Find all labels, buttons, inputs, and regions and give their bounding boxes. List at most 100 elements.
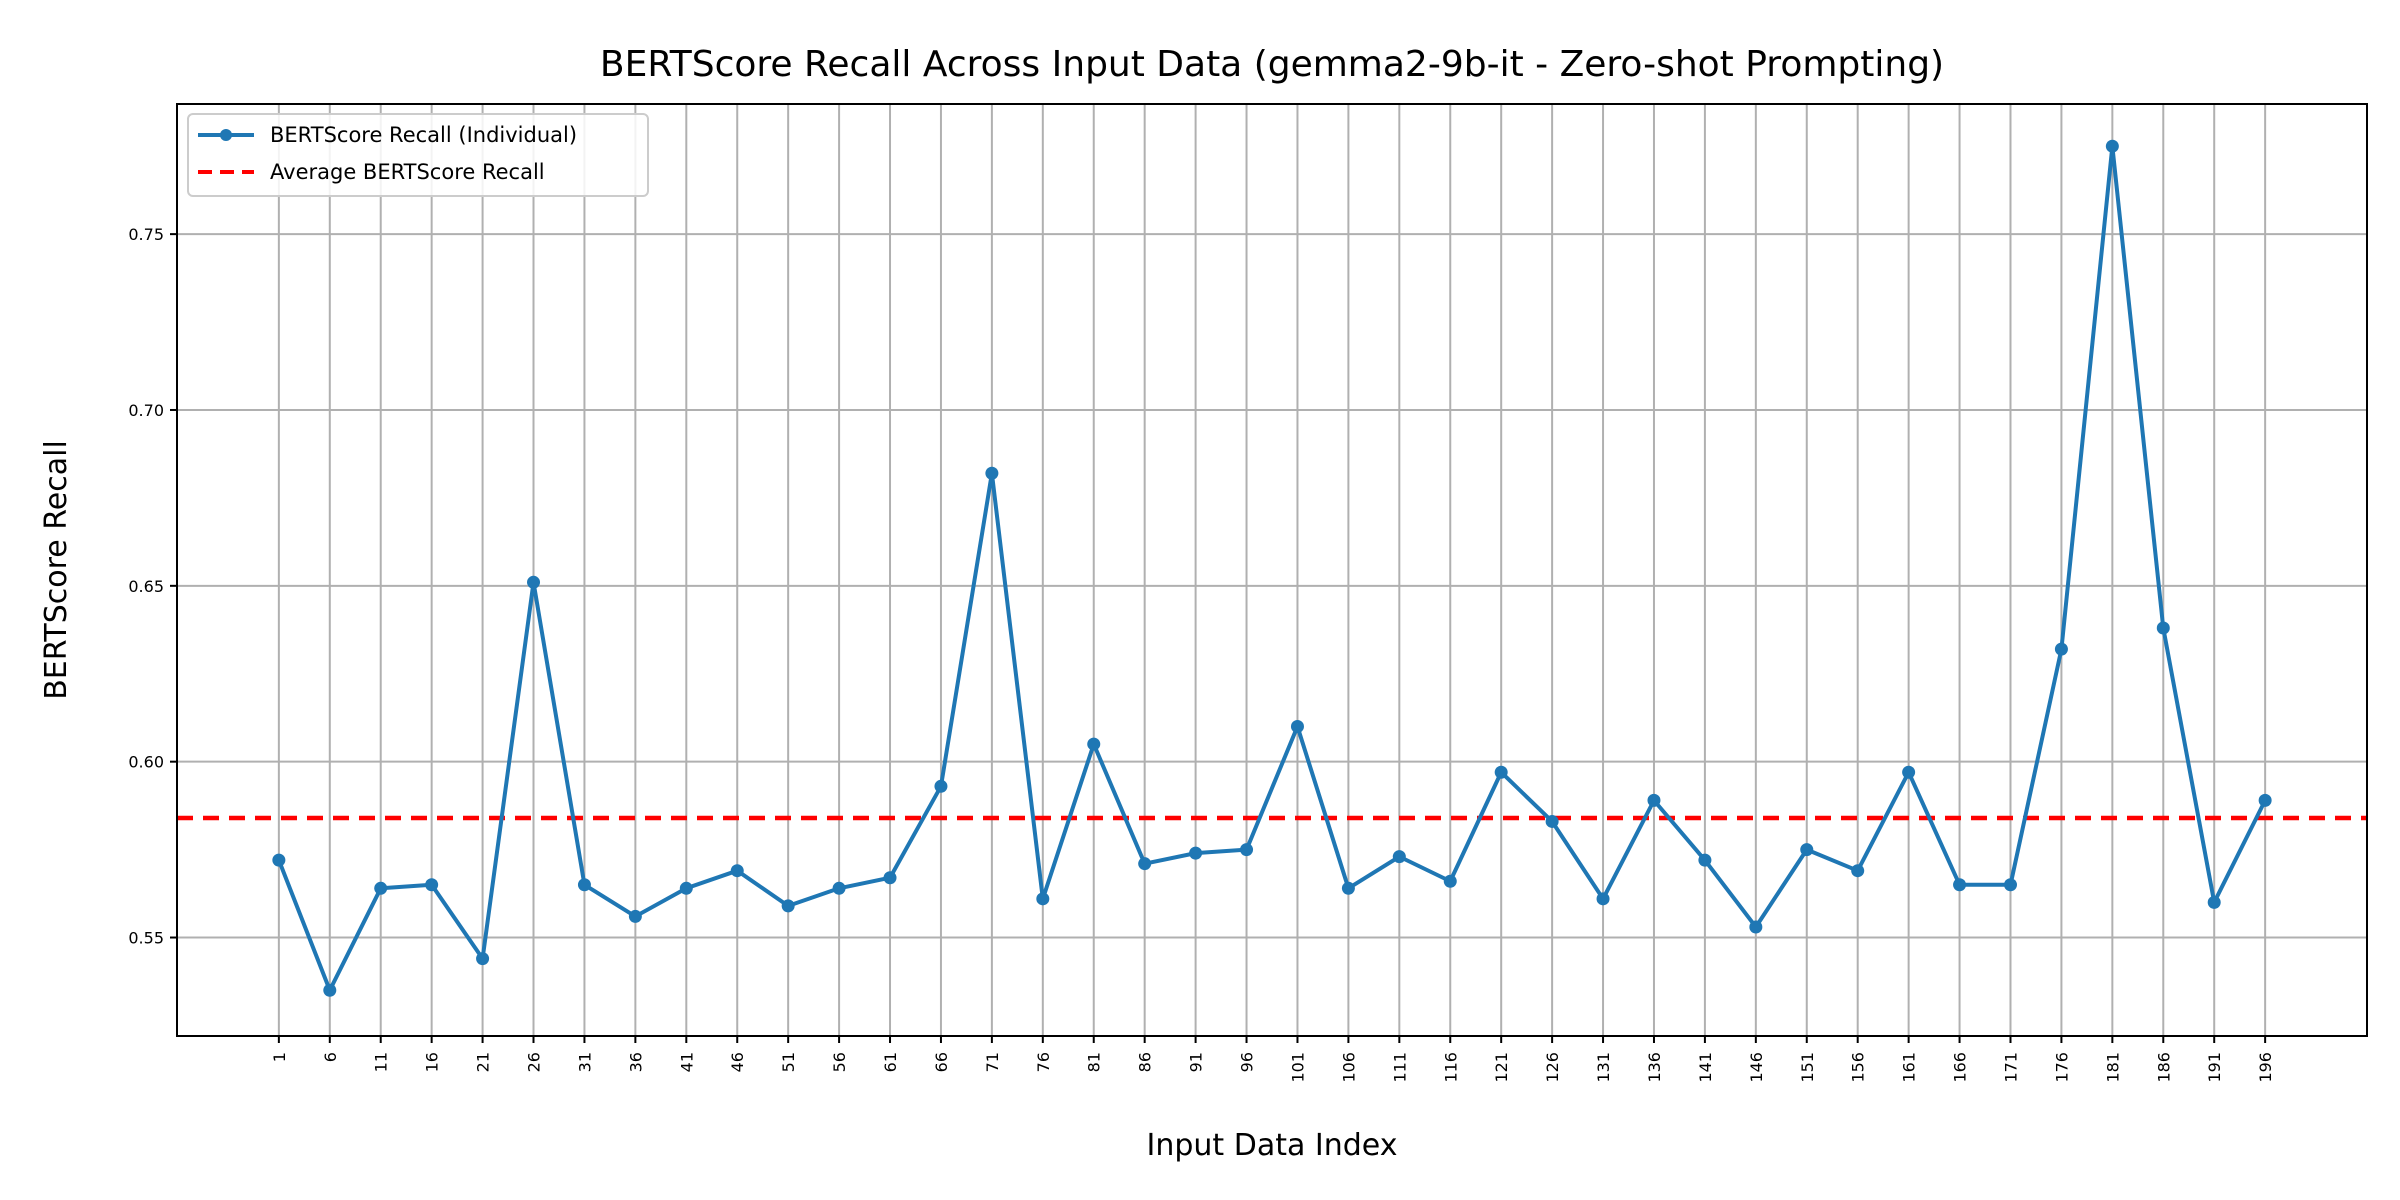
x-tick-label: 121: [1492, 1052, 1511, 1083]
x-tick-label: 186: [2154, 1052, 2173, 1083]
y-tick-label: 0.65: [128, 577, 164, 596]
x-tick-label: 196: [2256, 1052, 2275, 1083]
x-tick-label: 26: [525, 1052, 544, 1072]
data-point: [1189, 846, 1203, 860]
data-point: [1392, 850, 1406, 864]
series-layer: [272, 139, 2272, 997]
data-point: [1240, 843, 1254, 857]
x-tick-label: 146: [1747, 1052, 1766, 1083]
x-tick-label: 6: [321, 1052, 340, 1062]
x-tick-label: 106: [1339, 1052, 1358, 1083]
x-tick-label: 61: [881, 1052, 900, 1072]
data-point: [577, 878, 591, 892]
x-tick-label: 131: [1594, 1052, 1613, 1083]
data-point: [1800, 843, 1814, 857]
data-point: [1596, 892, 1610, 906]
x-tick-label: 191: [2205, 1052, 2224, 1083]
x-tick-label: 161: [1900, 1052, 1919, 1083]
x-tick-label: 91: [1187, 1052, 1206, 1072]
data-point: [679, 881, 693, 895]
plot-frame: [176, 103, 2368, 1037]
data-point: [1647, 793, 1661, 807]
data-point: [323, 983, 337, 997]
legend-label-average: Average BERTScore Recall: [270, 160, 545, 184]
x-tick-label: 141: [1696, 1052, 1715, 1083]
y-tick-label: 0.70: [128, 401, 164, 420]
data-point: [2156, 621, 2170, 635]
x-tick-label: 166: [1951, 1052, 1970, 1083]
data-point: [374, 881, 388, 895]
x-tick-label: 181: [2103, 1052, 2122, 1083]
y-tick-label: 0.60: [128, 753, 164, 772]
series-line-individual: [276, 144, 2267, 993]
legend: BERTScore Recall (Individual) Average BE…: [187, 113, 649, 197]
x-axis-label: Input Data Index: [1147, 1128, 1398, 1163]
data-point: [1138, 857, 1152, 871]
data-point: [1698, 853, 1712, 867]
data-point: [2258, 793, 2272, 807]
data-point: [985, 466, 999, 480]
data-point: [1953, 878, 1967, 892]
data-point: [272, 853, 286, 867]
data-point: [1341, 881, 1355, 895]
legend-box: [187, 113, 649, 197]
x-tick-label: 76: [1034, 1052, 1053, 1072]
x-tick-label: 56: [830, 1052, 849, 1072]
data-point: [2054, 642, 2068, 656]
data-point: [476, 952, 490, 966]
x-tick-label: 151: [1798, 1052, 1817, 1083]
x-tick-label: 11: [372, 1052, 391, 1072]
x-tick-label: 176: [2052, 1052, 2071, 1083]
legend-marker-individual: [220, 129, 232, 141]
x-tick-label: 111: [1390, 1052, 1409, 1083]
legend-label-individual: BERTScore Recall (Individual): [270, 123, 577, 147]
x-tick-label: 46: [728, 1052, 747, 1072]
x-tick-label: 96: [1238, 1052, 1257, 1072]
x-tick-label: 156: [1849, 1052, 1868, 1083]
data-point: [425, 878, 439, 892]
x-tick-label: 66: [932, 1052, 951, 1072]
data-point: [2207, 895, 2221, 909]
x-tick-label: 81: [1085, 1052, 1104, 1072]
data-point: [832, 881, 846, 895]
data-point: [934, 779, 948, 793]
data-point: [1851, 864, 1865, 878]
data-point: [2105, 139, 2119, 153]
data-point: [1036, 892, 1050, 906]
y-axis-label: BERTScore Recall: [39, 440, 74, 700]
chart-title: BERTScore Recall Across Input Data (gemm…: [600, 44, 1944, 85]
x-tick-label: 171: [2001, 1052, 2020, 1083]
data-point: [1290, 720, 1304, 734]
x-tick-label: 136: [1645, 1052, 1664, 1083]
data-point: [2003, 878, 2017, 892]
data-point: [1749, 920, 1763, 934]
data-point: [730, 864, 744, 878]
y-tick-label: 0.75: [128, 225, 164, 244]
x-tick-label: 101: [1288, 1052, 1307, 1083]
x-tick-label: 116: [1441, 1052, 1460, 1083]
data-point: [628, 909, 642, 923]
data-point: [1087, 737, 1101, 751]
x-tick-layer: 1 6 11 16 21 26 31 36 41 46 51 56 61 66 71 76 81 86 91 96 10…: [270, 1036, 2275, 1083]
y-tick-layer: 0.55 0.60 0.65 0.70 0.75: [128, 225, 177, 948]
x-tick-label: 71: [983, 1052, 1002, 1072]
x-tick-label: 31: [575, 1052, 594, 1072]
y-tick-label: 0.55: [128, 929, 164, 948]
data-point: [1902, 765, 1916, 779]
data-point: [1545, 814, 1559, 828]
x-tick-label: 51: [779, 1052, 798, 1072]
data-point: [527, 575, 541, 589]
data-point: [781, 899, 795, 913]
x-tick-label: 41: [677, 1052, 696, 1072]
data-point: [1443, 874, 1457, 888]
x-tick-label: 86: [1136, 1052, 1155, 1072]
x-tick-label: 1: [270, 1052, 289, 1062]
x-tick-label: 36: [626, 1052, 645, 1072]
x-tick-label: 21: [474, 1052, 493, 1072]
data-point: [883, 871, 897, 885]
x-tick-label: 16: [423, 1052, 442, 1072]
x-tick-label: 126: [1543, 1052, 1562, 1083]
data-point: [1494, 765, 1508, 779]
